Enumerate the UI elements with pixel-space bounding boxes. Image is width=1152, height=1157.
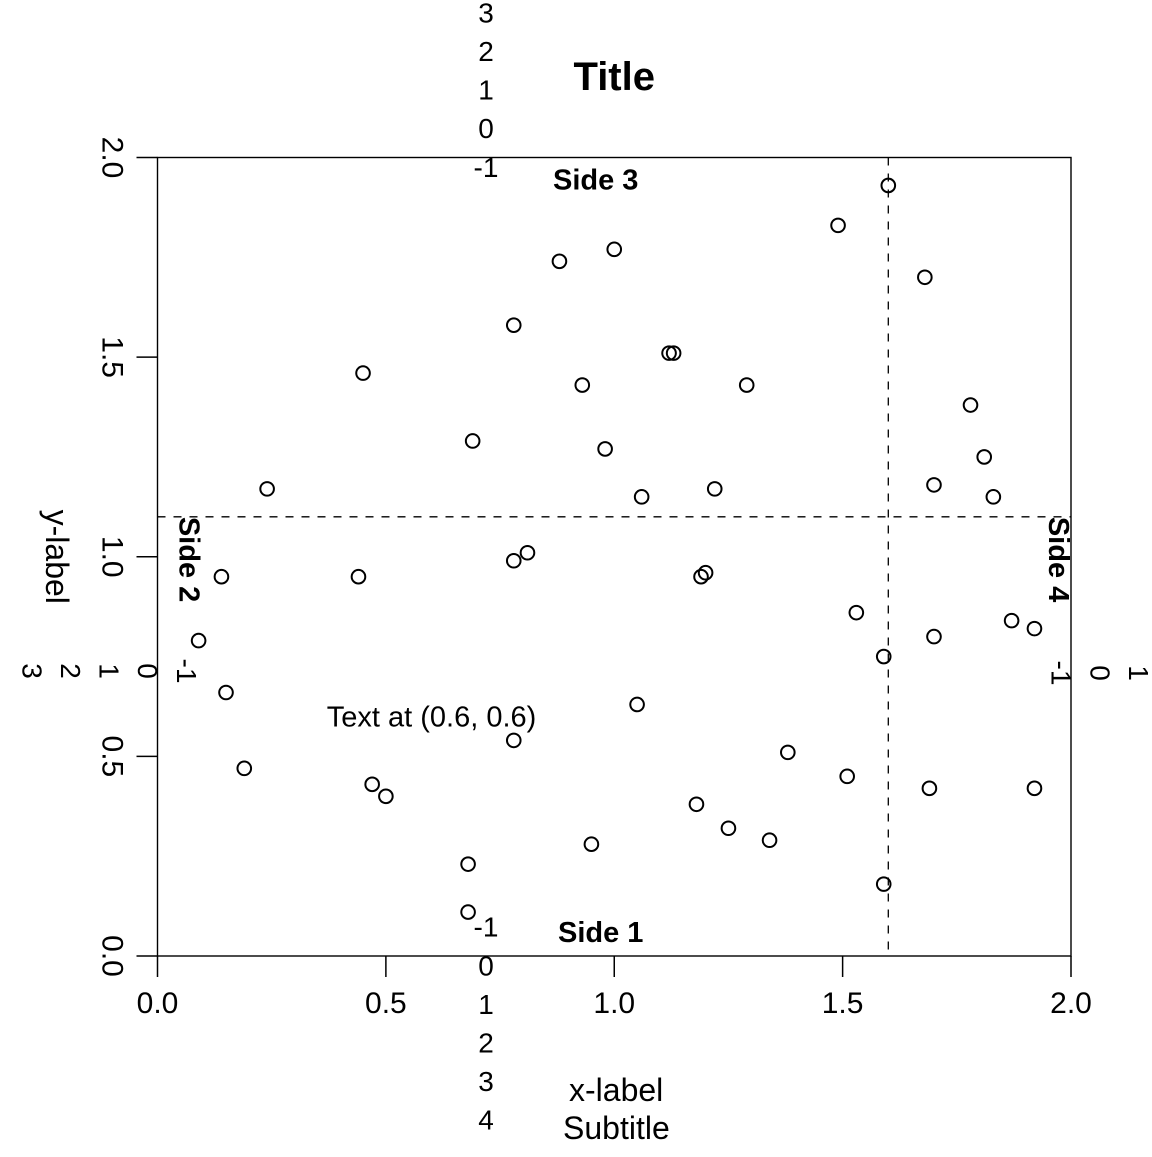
svg-text:0.0: 0.0 [96,935,129,977]
svg-text:Subtitle: Subtitle [563,1110,670,1146]
svg-text:1: 1 [478,75,494,106]
svg-text:x-label: x-label [569,1072,663,1108]
svg-text:Side 4: Side 4 [1042,517,1074,602]
svg-text:1: 1 [478,989,494,1020]
svg-text:0: 0 [1085,665,1116,681]
svg-text:2.0: 2.0 [96,137,129,179]
svg-text:1.5: 1.5 [96,336,129,378]
svg-text:-1: -1 [474,152,499,183]
svg-text:Side 2: Side 2 [173,517,205,602]
svg-text:2: 2 [55,663,86,679]
svg-text:0.5: 0.5 [96,736,129,778]
svg-text:0: 0 [132,663,163,679]
svg-text:2: 2 [478,36,494,67]
svg-text:Text at (0.6, 0.6): Text at (0.6, 0.6) [327,701,537,733]
svg-text:1.0: 1.0 [96,536,129,578]
svg-text:Side 1: Side 1 [558,917,643,949]
svg-text:1.0: 1.0 [593,987,635,1020]
svg-text:-1: -1 [474,912,499,943]
svg-text:3: 3 [478,0,494,29]
svg-text:1: 1 [94,663,125,679]
svg-text:2: 2 [478,1028,494,1059]
svg-text:0.0: 0.0 [137,987,179,1020]
svg-text:Title: Title [573,55,655,99]
svg-text:0: 0 [478,951,494,982]
svg-text:0: 0 [478,113,494,144]
svg-text:y-label: y-label [39,510,75,604]
svg-text:3: 3 [17,663,48,679]
svg-text:-1: -1 [1046,661,1077,686]
svg-text:4: 4 [478,1105,494,1136]
svg-text:1.5: 1.5 [822,987,864,1020]
svg-text:Side 3: Side 3 [553,165,638,197]
svg-text:3: 3 [478,1066,494,1097]
svg-text:2.0: 2.0 [1050,987,1092,1020]
svg-text:-1: -1 [171,659,202,684]
svg-text:1: 1 [1123,665,1152,681]
svg-text:0.5: 0.5 [365,987,407,1020]
